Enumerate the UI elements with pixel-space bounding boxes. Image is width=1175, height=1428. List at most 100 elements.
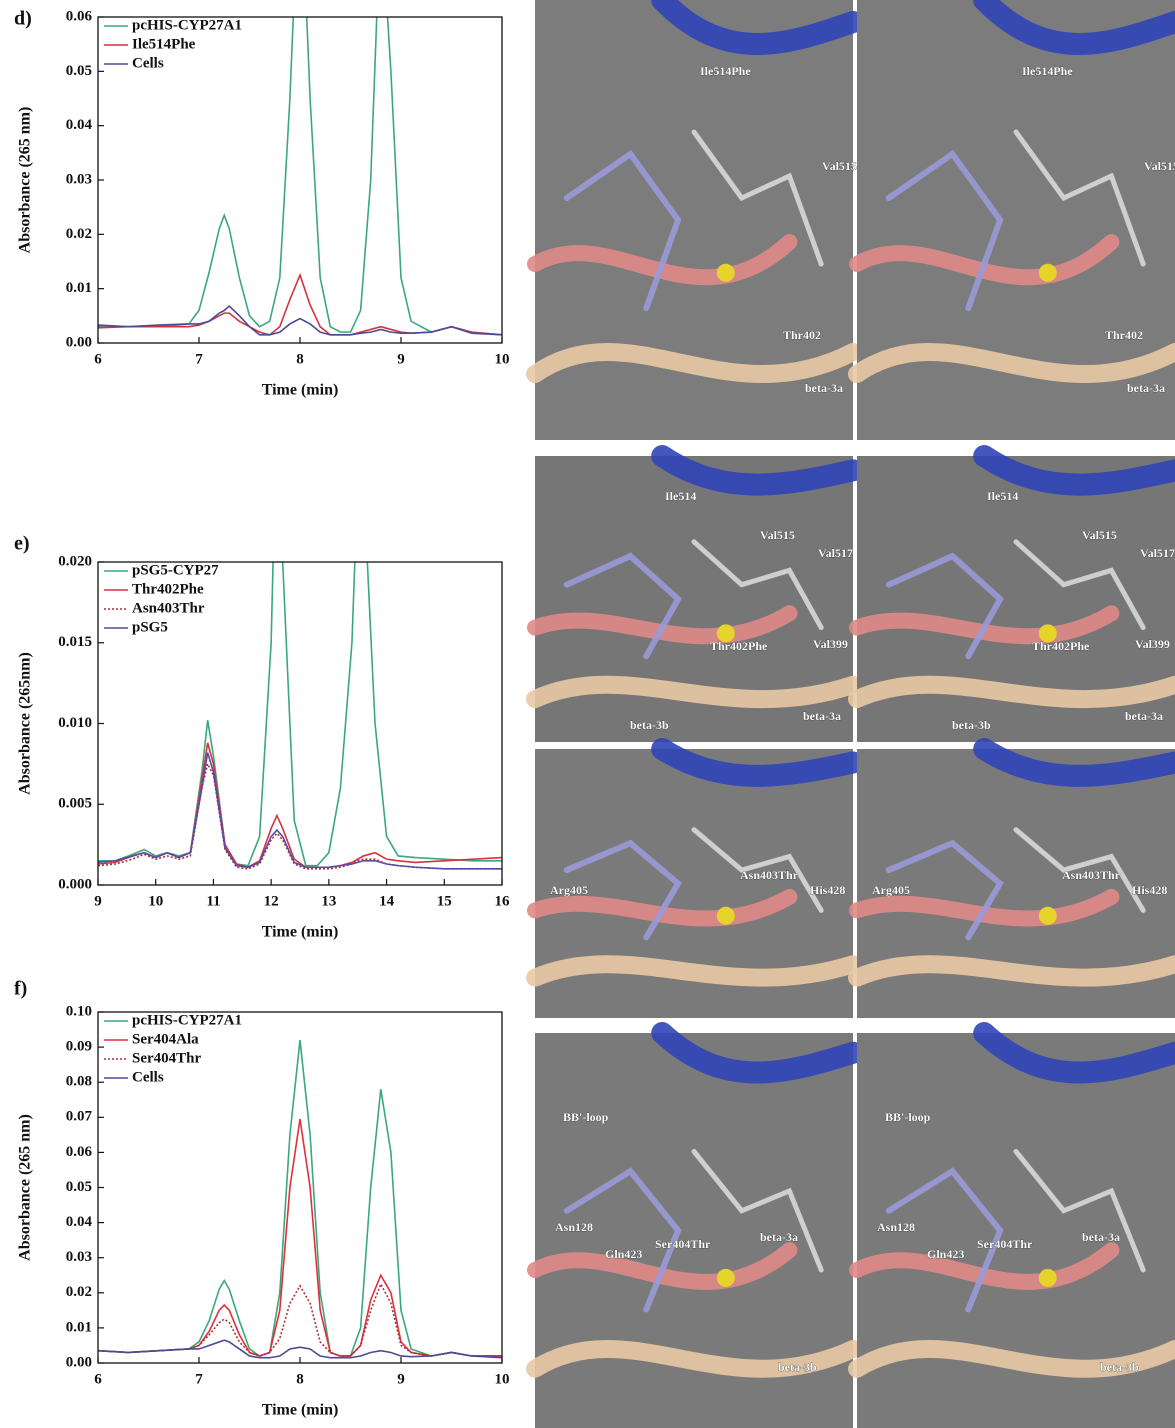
residue-label: Arg405 (872, 883, 910, 897)
ribbon (848, 955, 1175, 987)
residue-label: Thr402Phe (710, 639, 768, 653)
ribbon (527, 1242, 798, 1290)
ribbon (526, 675, 862, 709)
residue-label: Val515 (822, 159, 857, 173)
ribbon (973, 0, 1175, 55)
heme-iron (716, 624, 735, 643)
legend-label: Ile514Phe (132, 36, 196, 52)
residue-label: beta-3a (805, 381, 843, 395)
residue-label: Asn128 (877, 1220, 915, 1234)
ribbon (527, 888, 798, 927)
x-axis-label: Time (min) (262, 924, 339, 941)
data-line (98, 1039, 502, 1357)
y-tick-label: 0.04 (66, 1214, 93, 1230)
x-axis-label: Time (min) (262, 382, 339, 399)
residue-label: Val399 (813, 637, 848, 651)
structure-image: Ile514Phe Val515 Thr402 beta-3a (526, 0, 864, 440)
ribbon (526, 1340, 862, 1378)
plot-frame (97, 1011, 503, 1364)
legend-label: pSG5-CYP27 (132, 562, 219, 578)
ribbon (651, 445, 864, 496)
residue-label: Ser404Thr (977, 1237, 1033, 1251)
panel-label: e) (14, 533, 30, 555)
residue-label: Val399 (1135, 637, 1170, 651)
ribbon (527, 605, 798, 645)
y-tick-label: 0.09 (66, 1039, 92, 1055)
y-tick-label: 0.02 (66, 226, 92, 242)
data-line (98, 1339, 502, 1359)
residue-label: beta-3b (952, 718, 991, 732)
data-line (98, 752, 502, 870)
residue-label: Val515 (1144, 159, 1175, 173)
legend-label: Cells (132, 55, 164, 71)
residue-label: Val515 (760, 528, 795, 542)
ribbon (691, 827, 824, 913)
ribbon (527, 234, 798, 286)
residue-label: beta-3a (1125, 709, 1163, 723)
ribbon (563, 552, 682, 660)
ribbon (691, 1149, 824, 1273)
x-tick-label: 6 (94, 1371, 102, 1387)
ribbon (1013, 129, 1146, 267)
y-tick-label: 0.00 (66, 334, 92, 350)
legend-label: pSG5 (132, 619, 168, 635)
y-axis-label: Absorbance (265 nm) (17, 1114, 34, 1261)
y-tick-label: 0.01 (66, 280, 92, 296)
residue-label: Ser404Thr (655, 1237, 711, 1251)
y-tick-label: 0.020 (58, 553, 92, 569)
data-line (98, 272, 502, 336)
y-tick-label: 0.06 (66, 8, 93, 24)
y-tick-label: 0.05 (66, 63, 92, 79)
structure-image: Asn403Thr His428 Arg405 (526, 738, 864, 1018)
ribbon (885, 839, 1004, 941)
heme-iron (716, 1268, 735, 1287)
panel-label: d) (14, 8, 32, 30)
ribbon (691, 129, 824, 267)
x-tick-label: 9 (397, 351, 405, 367)
ribbon (691, 539, 824, 631)
x-tick-label: 9 (94, 893, 102, 909)
residue-label: beta-3b (630, 718, 669, 732)
residue-label: Ile514Phe (1022, 64, 1073, 78)
data-line (98, 742, 502, 869)
structure-image: Asn403Thr His428 Arg405 (848, 738, 1175, 1018)
residue-label: Val517 (1140, 546, 1175, 560)
plot-frame (97, 16, 503, 344)
residue-label: beta-3b (778, 1360, 817, 1374)
residue-label: His428 (1132, 883, 1167, 897)
legend-label: Ser404Ala (132, 1031, 199, 1047)
ribbon (563, 149, 682, 311)
ribbon (1013, 827, 1146, 913)
y-tick-label: 0.04 (66, 117, 93, 133)
x-tick-label: 10 (495, 351, 510, 367)
x-tick-label: 8 (296, 351, 304, 367)
x-tick-label: 7 (195, 351, 203, 367)
x-tick-label: 8 (296, 1371, 304, 1387)
ribbon (1013, 1149, 1146, 1273)
heme-iron (1038, 1268, 1057, 1287)
plot-area (98, 1039, 502, 1359)
y-tick-label: 0.000 (58, 876, 92, 892)
residue-label: Asn403Thr (1062, 868, 1121, 882)
ribbon (849, 1242, 1120, 1290)
residue-label: BB'-loop (563, 1110, 609, 1124)
legend-label: pcHIS-CYP27A1 (132, 1012, 242, 1028)
residue-label: beta-3a (1127, 381, 1165, 395)
residue-label: His428 (810, 883, 845, 897)
data-line (98, 304, 502, 336)
legend-label: Cells (132, 1069, 164, 1085)
data-line (98, 17, 502, 336)
residue-label: beta-3a (1082, 1230, 1120, 1244)
residue-label: BB'-loop (885, 1110, 931, 1124)
ribbon (973, 445, 1175, 496)
data-line (98, 1118, 502, 1357)
ribbon (848, 1340, 1175, 1378)
data-line (98, 1282, 502, 1357)
residue-label: Asn403Thr (740, 868, 799, 882)
residue-label: beta-3a (760, 1230, 798, 1244)
plot-frame (97, 561, 503, 886)
y-tick-label: 0.01 (66, 1319, 92, 1335)
structure-image: Ile514 Val515 Val517 Thr402Phe Val399 beta-3b… (526, 445, 864, 742)
ribbon (849, 888, 1120, 927)
heme-iron (1038, 263, 1057, 282)
